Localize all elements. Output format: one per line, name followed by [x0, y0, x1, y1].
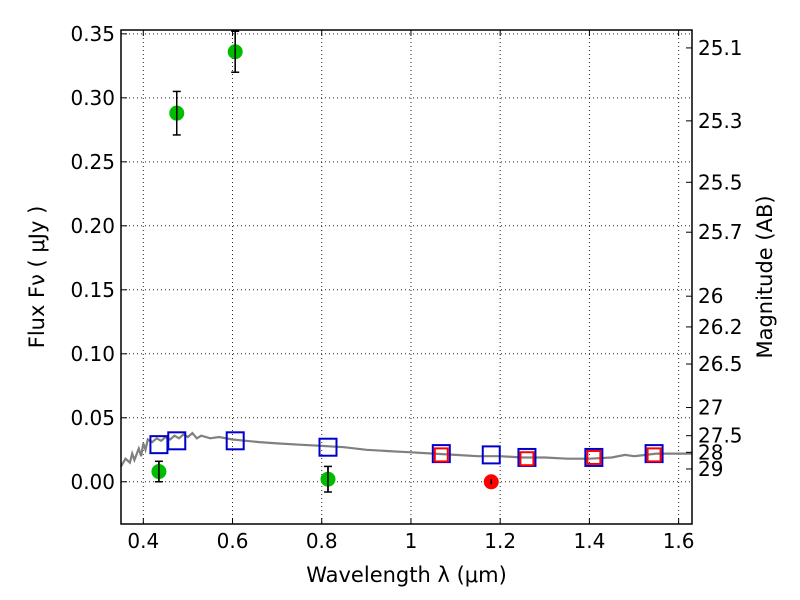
y-tick-label: 0.20 — [70, 214, 115, 238]
y-tick-label: 0.15 — [70, 278, 115, 302]
y-axis-label: Flux Fν ( μJy ) — [25, 206, 49, 349]
x-tick-label: 0.8 — [306, 529, 338, 553]
y-tick-label: 0.35 — [70, 22, 115, 46]
y-tick-label: 0.10 — [70, 342, 115, 366]
right-tick-label: 25.5 — [698, 170, 743, 194]
model-spectrum-layer — [120, 431, 692, 467]
right-axis-label: Magnitude (AB) — [753, 195, 777, 358]
right-tick-label: 29 — [698, 457, 723, 481]
x-axis-ticks: 0.4 0.6 0.8 1 1.2 1.4 1.6 — [127, 30, 695, 553]
plot-frame — [120, 29, 693, 525]
y-tick-label: 0.30 — [70, 86, 115, 110]
x-tick-label: 0.6 — [217, 529, 249, 553]
model-flux-square — [586, 449, 602, 465]
x-tick-label: 1.6 — [663, 529, 695, 553]
right-tick-label: 25.3 — [698, 109, 743, 133]
model-flux-square — [519, 451, 535, 467]
y-tick-label: 0.05 — [70, 406, 115, 430]
right-tick-label: 27 — [698, 396, 723, 420]
y-axis-ticks: 0.00 0.05 0.10 0.15 0.20 0.25 0.30 0.35 — [70, 22, 127, 494]
right-tick-label: 26.2 — [698, 315, 743, 339]
grid-lines — [121, 30, 692, 524]
model-flux-square — [584, 447, 604, 467]
right-tick-label: 28 — [698, 440, 723, 464]
model-flux-square — [167, 431, 187, 451]
model-flux-square — [481, 445, 501, 465]
y-tick-label: 0.25 — [70, 150, 115, 174]
y-tick-label: 0.00 — [70, 470, 115, 494]
right-tick-label: 25.7 — [698, 220, 743, 244]
right-tick-label: 25.1 — [698, 36, 743, 60]
model-flux-square — [318, 437, 338, 457]
model-flux-square — [433, 447, 449, 463]
x-tick-label: 1 — [405, 529, 418, 553]
x-axis-label: Wavelength λ (μm) — [306, 563, 507, 587]
model-flux-square — [646, 447, 662, 463]
x-tick-label: 0.4 — [127, 529, 159, 553]
right-tick-label: 27.5 — [698, 424, 743, 448]
x-tick-label: 1.2 — [484, 529, 516, 553]
right-tick-label: 26.5 — [698, 352, 743, 376]
x-tick-label: 1.4 — [573, 529, 605, 553]
model-flux-square — [225, 431, 245, 451]
model-spectrum-line — [120, 431, 692, 467]
right-tick-label: 26 — [698, 284, 723, 308]
data-points-layer — [149, 30, 664, 493]
